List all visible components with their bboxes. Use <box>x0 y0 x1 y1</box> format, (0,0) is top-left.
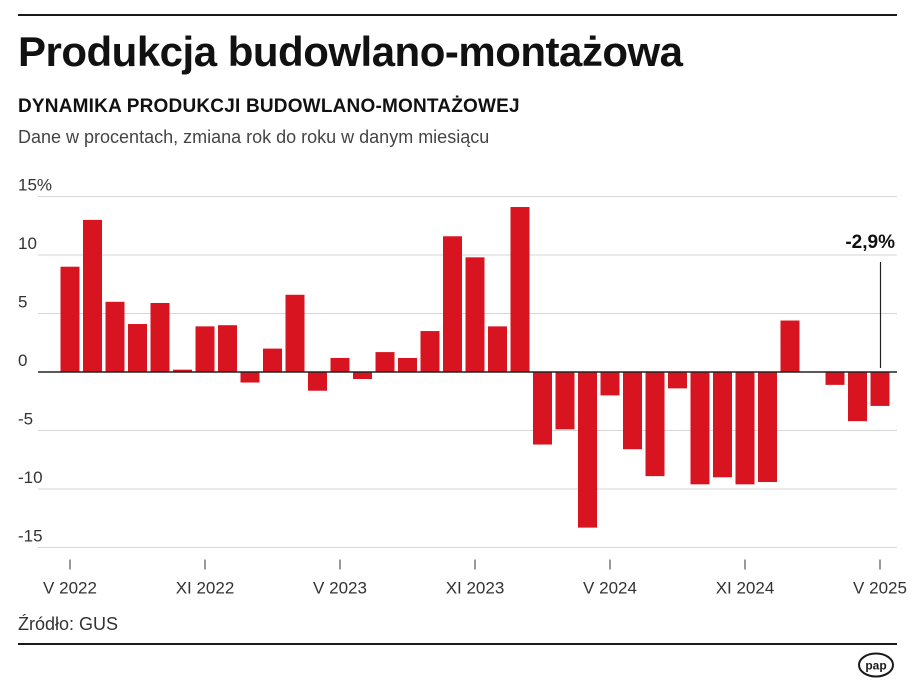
x-tick-label: V 2024 <box>583 579 637 598</box>
bar-iv-2023 <box>308 372 327 391</box>
top-rule <box>18 14 897 16</box>
y-tick-label: -15 <box>18 527 43 546</box>
bar-v-2022 <box>60 266 80 372</box>
y-tick-label: 10 <box>18 234 37 253</box>
bar-vi-2024 <box>623 372 642 450</box>
bar-ix-2023 <box>420 331 440 372</box>
bar-x-2023 <box>443 236 462 372</box>
x-tick-label: V 2025 <box>853 579 907 598</box>
chart-subtitle: DYNAMIKA PRODUKCJI BUDOWLANO-MONTAŻOWEJ <box>18 96 520 117</box>
bar-vi-2022 <box>83 219 102 372</box>
bar-xi-2023 <box>465 257 485 372</box>
bar-viii-2022 <box>128 324 147 372</box>
bar-iii-2025 <box>825 372 845 385</box>
bar-ix-2022 <box>150 302 170 372</box>
x-tick-label: V 2022 <box>43 579 97 598</box>
bar-vii-2024 <box>645 372 665 477</box>
bar-iv-2025 <box>848 372 867 422</box>
x-tick-label: V 2023 <box>313 579 367 598</box>
bar-iv-2024 <box>578 372 597 528</box>
x-tick-label: XI 2022 <box>176 579 235 598</box>
source-note: Źródło: GUS <box>18 614 119 634</box>
bar-v-2024 <box>600 372 620 396</box>
bar-iii-2023 <box>285 294 305 372</box>
pap-logo-text: pap <box>865 659 886 673</box>
bar-xii-2024 <box>758 372 777 482</box>
bar-i-2024 <box>510 207 530 372</box>
bar-vii-2023 <box>375 352 395 372</box>
y-tick-label: -5 <box>18 410 33 429</box>
bar-ix-2024 <box>690 372 710 485</box>
bar-vi-2023 <box>353 372 372 380</box>
bar-v-2023 <box>330 357 350 372</box>
bar-ii-2023 <box>263 348 282 372</box>
bar-i-2023 <box>240 372 260 383</box>
bar-xi-2024 <box>735 372 755 485</box>
bar-v-2025 <box>870 372 890 406</box>
bar-xii-2022 <box>218 325 237 372</box>
bar-i-2025 <box>780 320 800 372</box>
bar-xii-2023 <box>488 326 507 372</box>
bar-x-2022 <box>173 369 192 372</box>
chart-title: Produkcja budowlano-montażowa <box>18 28 683 75</box>
x-tick-label: XI 2024 <box>716 579 775 598</box>
bar-vii-2022 <box>105 301 125 372</box>
bar-iii-2024 <box>555 372 575 430</box>
chart-description: Dane w procentach, zmiana rok do roku w … <box>18 127 490 147</box>
y-tick-label: 15% <box>18 176 52 195</box>
bottom-rule <box>18 643 897 645</box>
bar-xi-2022 <box>195 326 215 372</box>
pap-logo: pap <box>858 652 894 678</box>
bar-x-2024 <box>713 372 732 478</box>
x-tick-label: XI 2023 <box>446 579 505 598</box>
y-tick-label: 0 <box>18 351 27 370</box>
bar-ii-2024 <box>533 372 552 445</box>
y-tick-label: 5 <box>18 293 27 312</box>
annotation-label: -2,9% <box>845 232 895 253</box>
bar-viii-2024 <box>668 372 687 389</box>
bar-viii-2023 <box>398 357 417 372</box>
y-tick-label: -10 <box>18 468 43 487</box>
